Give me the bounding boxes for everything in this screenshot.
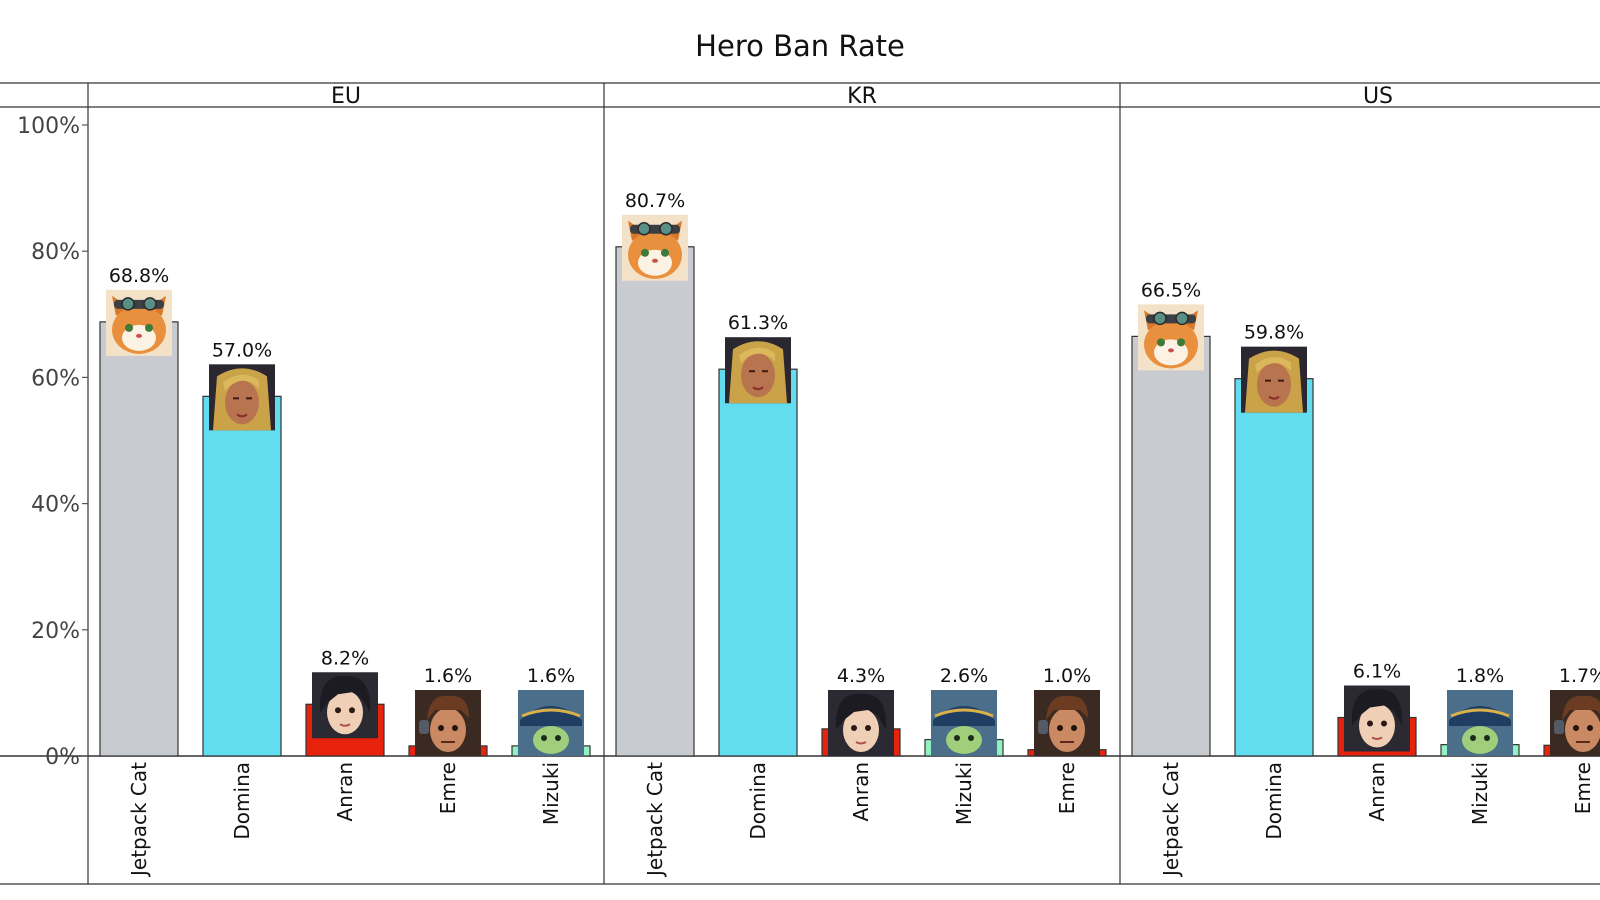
category-label-us-emre: Emre <box>1571 762 1595 814</box>
category-label-eu-domina: Domina <box>230 762 254 840</box>
category-label-eu-jetpack-cat: Jetpack Cat <box>127 762 151 878</box>
category-label-us-mizuki: Mizuki <box>1468 762 1492 825</box>
hero-portraits <box>106 214 1600 756</box>
domina-portrait-icon <box>209 364 275 431</box>
mizuki-portrait-icon <box>1447 690 1513 756</box>
category-label-kr-jetpack-cat: Jetpack Cat <box>643 762 667 878</box>
value-label-us-emre: 1.7% <box>1559 665 1600 687</box>
category-label-kr-domina: Domina <box>746 762 770 840</box>
category-label-us-anran: Anran <box>1365 762 1389 822</box>
value-label-us-anran: 6.1% <box>1353 661 1401 683</box>
domina-portrait-icon <box>1241 346 1307 413</box>
value-labels: 68.8% 57.0% 8.2% 1.6% 1.6% 80.7% 61.3% 4.3% 2.6%… <box>109 190 1600 687</box>
y-tick-label: 60% <box>31 366 80 391</box>
domina-portrait-icon <box>725 337 791 404</box>
category-label-kr-mizuki: Mizuki <box>952 762 976 825</box>
category-label-kr-emre: Emre <box>1055 762 1079 814</box>
category-labels: Jetpack Cat Domina Anran Emre Mizuki Jetpack … <box>127 762 1595 878</box>
bar-kr-domina <box>718 368 798 757</box>
anran-portrait-icon <box>1344 685 1410 752</box>
category-label-eu-mizuki: Mizuki <box>539 762 563 825</box>
category-label-eu-anran: Anran <box>333 762 357 822</box>
chart-title: Hero Ban Rate <box>695 29 905 63</box>
value-label-kr-mizuki: 2.6% <box>940 665 988 687</box>
y-tick-label: 40% <box>31 493 80 518</box>
y-tick-label: 100% <box>17 114 80 139</box>
panel-headers: EU KR US <box>331 84 1393 109</box>
value-label-kr-emre: 1.0% <box>1043 665 1091 687</box>
value-label-us-jetpack-cat: 66.5% <box>1141 279 1201 301</box>
value-label-eu-domina: 57.0% <box>212 339 272 361</box>
y-tick-label: 80% <box>31 240 80 265</box>
mizuki-portrait-icon <box>931 690 997 756</box>
category-label-us-domina: Domina <box>1262 762 1286 840</box>
y-tick-label: 20% <box>31 619 80 644</box>
emre-portrait-icon <box>415 690 481 756</box>
category-label-eu-emre: Emre <box>436 762 460 814</box>
y-axis: 0% 20% 40% 60% 80% 100% <box>17 114 88 770</box>
category-label-us-jetpack-cat: Jetpack Cat <box>1159 762 1183 878</box>
value-label-kr-anran: 4.3% <box>837 665 885 687</box>
value-label-us-domina: 59.8% <box>1244 322 1304 344</box>
panel-title-us: US <box>1363 84 1393 109</box>
panel-title-kr: KR <box>847 84 877 109</box>
panel-title-eu: EU <box>331 84 361 109</box>
category-label-kr-anran: Anran <box>849 762 873 822</box>
value-label-eu-emre: 1.6% <box>424 665 472 687</box>
jetpack-cat-portrait-icon <box>622 214 688 281</box>
value-label-kr-jetpack-cat: 80.7% <box>625 190 685 212</box>
bar-eu-jetpack-cat <box>99 321 179 757</box>
jetpack-cat-portrait-icon <box>106 289 172 356</box>
value-label-eu-jetpack-cat: 68.8% <box>109 265 169 287</box>
value-label-us-mizuki: 1.8% <box>1456 665 1504 687</box>
anran-portrait-icon <box>828 690 894 756</box>
y-tick-label: 0% <box>45 745 80 770</box>
bar-us-domina <box>1234 378 1314 757</box>
value-label-eu-anran: 8.2% <box>321 647 369 669</box>
mizuki-portrait-icon <box>518 690 584 756</box>
anran-portrait-icon <box>312 672 378 739</box>
emre-portrait-icon <box>1034 690 1100 756</box>
jetpack-cat-portrait-icon <box>1138 304 1204 371</box>
bar-eu-domina <box>202 395 282 757</box>
emre-portrait-icon <box>1550 690 1600 756</box>
value-label-kr-domina: 61.3% <box>728 312 788 334</box>
bar-kr-jetpack-cat <box>615 246 695 757</box>
value-label-eu-mizuki: 1.6% <box>527 665 575 687</box>
bar-us-jetpack-cat <box>1131 335 1211 757</box>
